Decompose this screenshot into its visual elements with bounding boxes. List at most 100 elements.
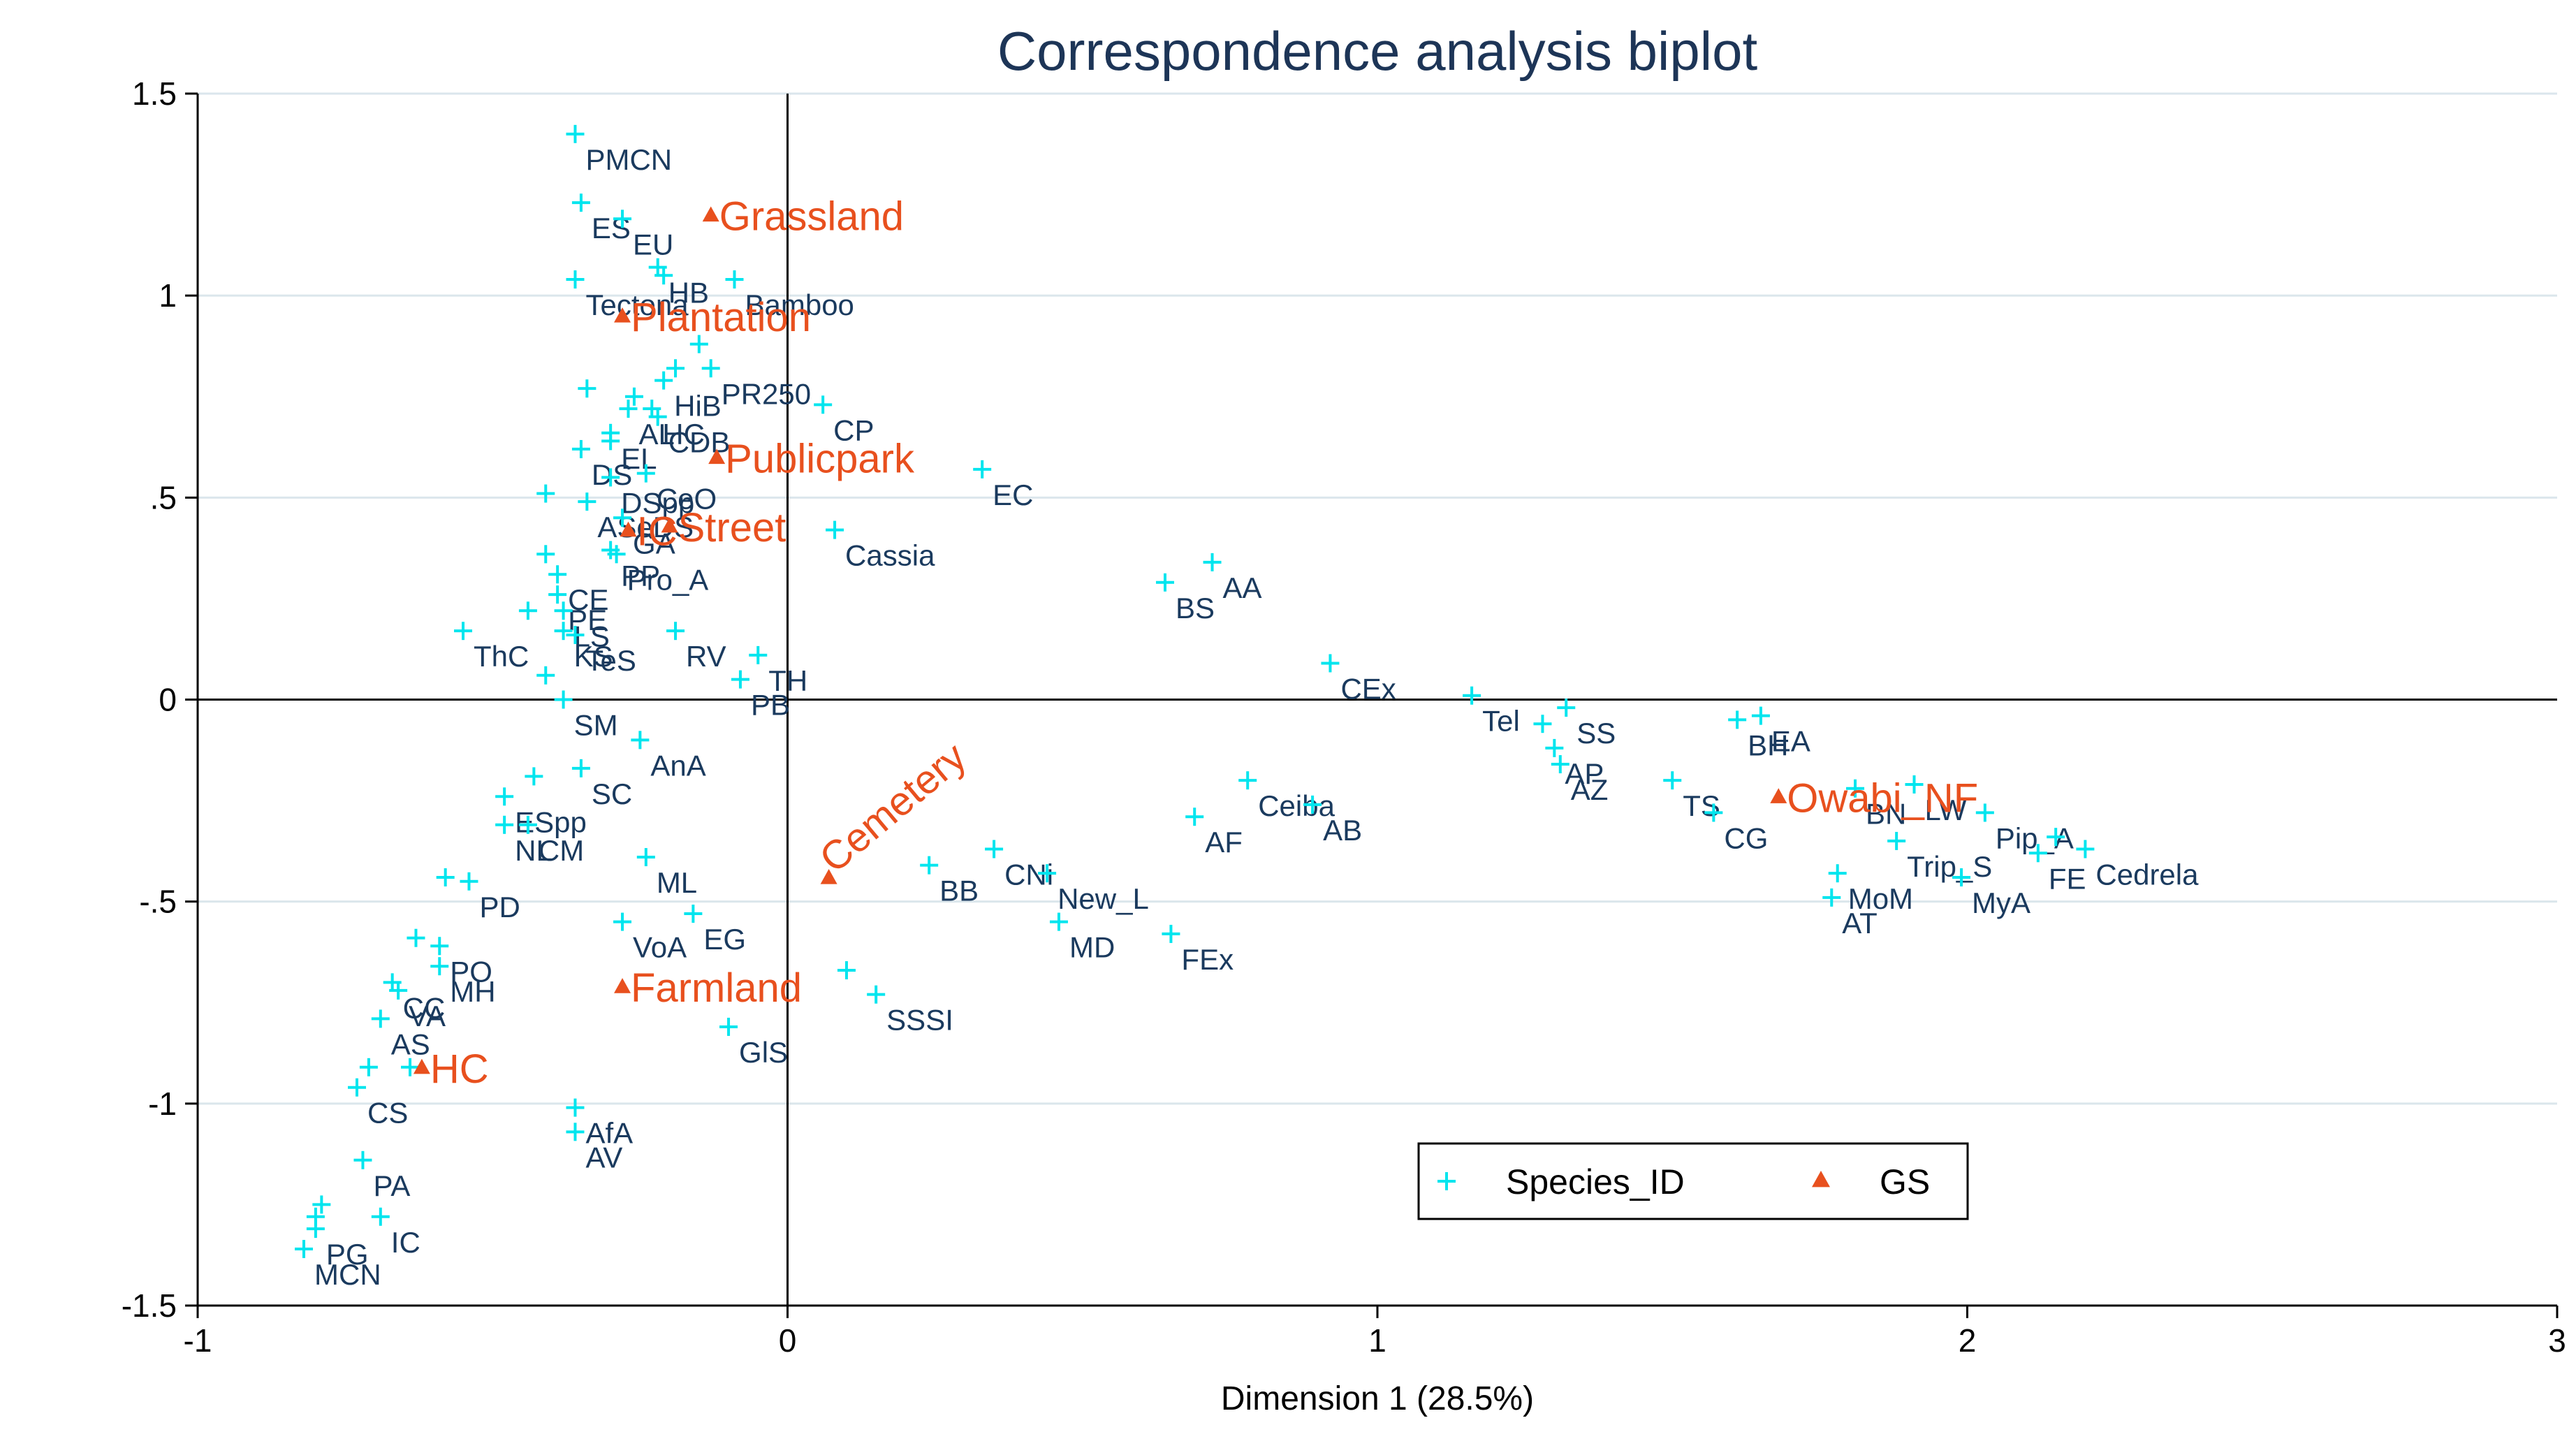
gs-point: [820, 868, 837, 884]
species-point: [454, 622, 473, 641]
species-point: [1155, 573, 1174, 592]
species-point-label: FE: [2049, 862, 2086, 895]
species-point: [2076, 840, 2095, 859]
x-tick-label: 3: [2548, 1322, 2566, 1359]
species-point: [571, 759, 590, 777]
y-tick-label: 1.5: [132, 75, 177, 112]
species-point: [548, 565, 567, 584]
species-point: [719, 1017, 738, 1036]
species-point: [371, 1207, 390, 1226]
species-point: [430, 957, 449, 976]
legend-box: [1417, 1142, 1969, 1220]
species-point: [1463, 686, 1481, 705]
gs-point: [661, 517, 678, 533]
gs-point-label: Plantation: [631, 295, 811, 340]
species-point: [566, 1098, 585, 1117]
species-point-label: AA: [1223, 571, 1262, 604]
species-point: [554, 622, 573, 641]
species-point-label: AS: [391, 1028, 430, 1060]
species-point-label: CDB: [668, 426, 731, 459]
species-point: [601, 432, 620, 451]
gs-point: [708, 448, 726, 465]
species-point-label: EC: [993, 478, 1033, 511]
species-point: [701, 359, 720, 378]
species-point: [731, 670, 749, 689]
species-point: [666, 359, 685, 378]
species-point: [1728, 710, 1747, 729]
species-point: [631, 731, 650, 750]
species-point: [371, 1009, 390, 1028]
species-point: [636, 464, 655, 483]
species-point: [578, 379, 597, 398]
y-axis: 1.51.50-.5-1-1.5: [122, 75, 199, 1324]
species-point: [689, 335, 708, 353]
species-point-label: Pro_A: [627, 563, 709, 596]
y-tick-label: -1: [148, 1086, 177, 1122]
species-point-label: DSpp: [621, 486, 694, 519]
species-point: [607, 545, 626, 564]
species-point: [867, 985, 886, 1004]
species-point: [826, 520, 844, 539]
species-point-label: PA: [373, 1169, 410, 1202]
species-point-label: TeS: [585, 644, 636, 677]
species-point-label: LW: [1924, 794, 1966, 826]
x-tick-label: 2: [1959, 1322, 1977, 1359]
species-point-label: SC: [592, 777, 632, 810]
species-point-label: ThC: [474, 640, 529, 673]
species-point-label: Bamboo: [745, 288, 854, 321]
species-point-label: TH: [768, 664, 807, 697]
species-point-label: PO: [450, 955, 492, 988]
species-point-label: KS: [574, 640, 613, 673]
species-point: [973, 460, 992, 478]
species-point-label: VoA: [633, 931, 687, 964]
species-point-label: ASeDS: [597, 511, 694, 543]
species-point-label: AT: [1842, 907, 1878, 940]
species-point-label: MD: [1069, 931, 1115, 964]
species-point-label: SM: [574, 709, 618, 742]
species-point-label: Ceiba: [1258, 789, 1335, 822]
y-tick-label: -.5: [139, 884, 177, 920]
species-point: [566, 625, 585, 644]
species-point-label: IC: [391, 1226, 420, 1259]
species-point: [648, 407, 667, 426]
gs-point: [614, 978, 631, 993]
species-point: [613, 912, 632, 931]
gs-point-label: Publicpark: [725, 437, 915, 482]
species-point: [601, 468, 620, 487]
x-tick-label: 1: [1368, 1322, 1386, 1359]
species-point: [1952, 868, 1971, 886]
y-tick-label: .5: [150, 479, 177, 516]
species-point: [654, 266, 673, 285]
species-point: [814, 395, 833, 414]
species-point: [684, 905, 703, 923]
species-point: [985, 840, 1004, 859]
species-point: [1303, 795, 1322, 814]
x-tick-label: 0: [779, 1322, 797, 1359]
species-point: [1557, 699, 1576, 717]
species-point-label: NL: [515, 834, 552, 867]
species-point: [554, 601, 573, 620]
species-point-label: PG: [326, 1238, 369, 1271]
species-point-label: MoM: [1848, 882, 1913, 915]
y-tick-label: 0: [159, 682, 177, 718]
species-point-label: MyA: [1972, 886, 2030, 919]
legend-label-species: Species_ID: [1506, 1162, 1685, 1201]
species-point: [613, 210, 632, 228]
species-point: [518, 601, 537, 620]
gs-point-label: Owabi_NF: [1787, 775, 1978, 821]
species-point-label: GlS: [739, 1036, 788, 1069]
species-point: [389, 981, 408, 1000]
species-point-label: CEx: [1340, 672, 1396, 705]
species-point-label: EL: [621, 442, 657, 475]
species-point-label: ES: [592, 212, 631, 244]
species-point: [613, 509, 632, 527]
species-point-label: SSSI: [886, 1004, 953, 1037]
species-point-label: BH: [1748, 729, 1788, 761]
species-point: [2028, 844, 2047, 863]
gs-point: [413, 1058, 430, 1074]
species-point-label: CM: [539, 834, 584, 867]
species-point: [566, 270, 585, 289]
species-point-label: PMCN: [585, 143, 672, 176]
species-point: [306, 1220, 325, 1239]
species-point: [436, 868, 455, 886]
